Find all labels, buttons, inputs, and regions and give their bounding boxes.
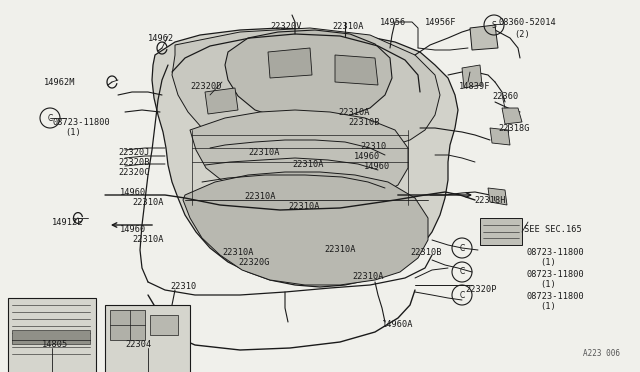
Text: SEE SEC.165: SEE SEC.165 — [524, 225, 582, 234]
Text: C: C — [460, 244, 465, 253]
Polygon shape — [183, 172, 428, 285]
Text: 08723-11800: 08723-11800 — [527, 270, 585, 279]
Polygon shape — [490, 128, 510, 145]
Text: 22360: 22360 — [492, 92, 518, 101]
Text: 08360-52014: 08360-52014 — [499, 18, 557, 27]
Text: 22310B: 22310B — [410, 248, 442, 257]
Text: 22310A: 22310A — [244, 192, 275, 201]
Text: 22318H: 22318H — [474, 196, 506, 205]
Text: 22310B: 22310B — [348, 118, 380, 127]
Text: 22304: 22304 — [125, 340, 151, 349]
Text: 22310A: 22310A — [352, 272, 383, 281]
Text: 14960: 14960 — [364, 162, 390, 171]
Bar — [110, 310, 145, 340]
Polygon shape — [488, 188, 507, 205]
Bar — [150, 315, 178, 335]
Text: 14960A: 14960A — [382, 320, 413, 329]
Text: 22320B: 22320B — [118, 158, 150, 167]
Text: 22320G: 22320G — [238, 258, 269, 267]
Text: 22320J: 22320J — [118, 148, 150, 157]
Text: 14839F: 14839F — [459, 82, 490, 91]
Bar — [105, 305, 190, 372]
Text: 22310A: 22310A — [292, 160, 323, 169]
Text: C: C — [460, 291, 465, 299]
Text: 14962M: 14962M — [44, 78, 76, 87]
Text: (2): (2) — [514, 30, 530, 39]
Polygon shape — [152, 28, 458, 287]
Polygon shape — [172, 28, 440, 154]
Polygon shape — [480, 218, 522, 245]
Text: 22310: 22310 — [170, 282, 196, 291]
Text: S: S — [492, 20, 497, 29]
Text: 14956F: 14956F — [425, 18, 456, 27]
Text: A223 006: A223 006 — [583, 349, 620, 358]
Polygon shape — [462, 65, 482, 88]
Text: 22320V: 22320V — [270, 22, 301, 31]
Polygon shape — [268, 48, 312, 78]
Text: 22310A: 22310A — [338, 108, 369, 117]
Text: (1): (1) — [540, 258, 556, 267]
Text: 22310A: 22310A — [332, 22, 364, 31]
Polygon shape — [502, 108, 522, 124]
Text: 14956: 14956 — [380, 18, 406, 27]
Text: 08723-11800: 08723-11800 — [527, 248, 585, 257]
Text: 22310A: 22310A — [288, 202, 319, 211]
Text: 22310A: 22310A — [132, 235, 163, 244]
Bar — [12, 330, 90, 344]
Text: 14912E: 14912E — [52, 218, 83, 227]
Text: 22320P: 22320P — [465, 285, 497, 294]
Text: (1): (1) — [540, 302, 556, 311]
Polygon shape — [190, 110, 408, 205]
Text: 22320C: 22320C — [118, 168, 150, 177]
Text: 22310A: 22310A — [248, 148, 280, 157]
Text: 22318G: 22318G — [498, 124, 529, 133]
Text: 14960: 14960 — [120, 225, 147, 234]
Text: 14960: 14960 — [354, 152, 380, 161]
Text: 22310A: 22310A — [324, 245, 355, 254]
Polygon shape — [205, 88, 238, 114]
Text: C: C — [47, 113, 52, 122]
Text: 22310A: 22310A — [132, 198, 163, 207]
Text: 14805: 14805 — [42, 340, 68, 349]
Polygon shape — [225, 30, 392, 120]
Text: 14960: 14960 — [120, 188, 147, 197]
Text: (1): (1) — [65, 128, 81, 137]
Bar — [8, 298, 96, 372]
Text: 22310: 22310 — [360, 142, 387, 151]
Text: 08723-11800: 08723-11800 — [527, 292, 585, 301]
Text: (1): (1) — [540, 280, 556, 289]
Text: C: C — [460, 267, 465, 276]
Text: 14962: 14962 — [148, 34, 174, 43]
Text: 22320D: 22320D — [190, 82, 221, 91]
Polygon shape — [335, 55, 378, 85]
Polygon shape — [470, 25, 498, 50]
Text: 22310A: 22310A — [222, 248, 253, 257]
Text: 08723-11800: 08723-11800 — [52, 118, 109, 127]
